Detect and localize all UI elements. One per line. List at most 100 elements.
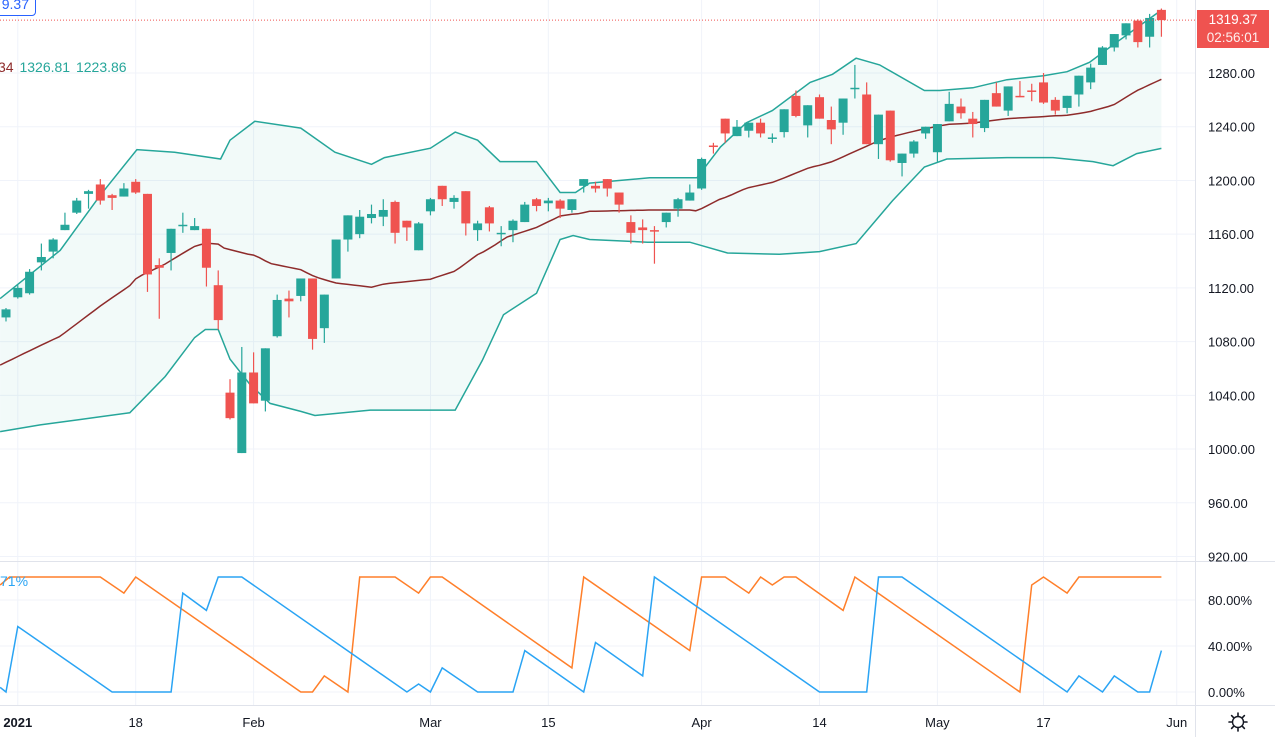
bar-countdown: 02:56:01 (1206, 30, 1260, 45)
candle-body (119, 188, 129, 197)
candle-body (815, 97, 825, 119)
candle-body (980, 99, 990, 129)
price-tick-label: 1080.00 (1208, 335, 1255, 350)
candle-body (225, 392, 235, 419)
candle (131, 179, 141, 194)
candle (520, 201, 530, 223)
candle (178, 212, 188, 233)
candle (237, 346, 247, 454)
candle-body (508, 220, 518, 231)
gear-icon[interactable] (1227, 711, 1249, 733)
price-tick-label: 1240.00 (1208, 120, 1255, 135)
candle (1003, 86, 1013, 116)
candle (166, 228, 176, 271)
candle (425, 197, 435, 216)
candle (36, 243, 46, 271)
price-tick-label: 1200.00 (1208, 173, 1255, 188)
candle (897, 153, 907, 177)
aroon-tick-label: 40.00% (1208, 639, 1253, 654)
candle-body (1145, 17, 1155, 37)
candle-body (272, 299, 282, 337)
candle (885, 110, 895, 162)
candle (1156, 8, 1166, 37)
price-tick-label: 1160.00 (1208, 227, 1254, 242)
candle (697, 157, 707, 190)
candle-body (473, 223, 483, 231)
candle-body (142, 193, 152, 275)
candle-body (744, 122, 754, 131)
bb-upper-value: 1326.81 (19, 59, 71, 75)
candle (260, 348, 270, 412)
candle (1097, 46, 1107, 65)
candle-body (414, 223, 424, 251)
candle-body (897, 153, 907, 163)
candle (685, 184, 695, 201)
candle-body (850, 87, 860, 90)
candle-body (284, 298, 294, 302)
candle-body (956, 106, 966, 114)
last-price-value: 1319.37 (1208, 12, 1258, 27)
candle-body (543, 200, 553, 204)
candle-body (697, 158, 707, 189)
candle (1050, 97, 1060, 115)
aroon-axis[interactable]: 80.00% 40.00% 0.00% (1208, 593, 1253, 700)
candle-body (154, 265, 164, 268)
candle-body (178, 224, 188, 227)
candle-body (555, 200, 565, 209)
candle (708, 142, 718, 154)
time-tick-label: 2021 (3, 715, 32, 730)
price-axis[interactable]: 1280.00 1240.00 1200.00 1160.00 1120.00 1080.… (1208, 66, 1255, 564)
candle (673, 197, 683, 217)
aroon-down-line (0, 575, 1163, 694)
candle-body (1121, 23, 1131, 36)
candle-body (767, 137, 777, 139)
candle (461, 191, 471, 236)
candle (249, 352, 259, 404)
candle (579, 179, 589, 193)
last-price-box: 9.37 (0, 0, 36, 16)
candle (308, 278, 318, 350)
aroon-up-line (0, 575, 1162, 694)
candle-body (638, 227, 648, 231)
candle-body (237, 372, 247, 454)
candle (980, 99, 990, 133)
candle-body (213, 285, 223, 321)
last-price-tag: 1319.37 02:56:01 (1197, 10, 1269, 48)
time-axis[interactable]: 2021 18 Feb Mar 15 Apr 14 May 17 Jun (3, 715, 1187, 730)
candle (932, 124, 942, 162)
candle (508, 219, 518, 243)
candle-body (649, 230, 659, 232)
candle-body (1015, 95, 1025, 98)
candle-body (425, 199, 435, 212)
candle-body (343, 215, 353, 240)
candle-body (826, 120, 836, 130)
candle (378, 199, 388, 227)
candle (496, 226, 506, 247)
candle (614, 192, 624, 213)
time-tick-label: 14 (812, 715, 826, 730)
candle-body (779, 109, 789, 133)
candle (649, 226, 659, 264)
bollinger-legend: 34 1326.81 1223.86 (0, 59, 127, 75)
candle-body (72, 200, 82, 213)
candle-body (331, 239, 341, 279)
candle-body (626, 222, 636, 233)
candle-body (579, 179, 589, 186)
candle (72, 197, 82, 215)
time-tick-label: Mar (419, 715, 442, 730)
bb-basis-value: 34 (0, 59, 14, 75)
time-tick-label: 18 (128, 715, 142, 730)
bollinger-lower-line (0, 147, 1162, 433)
candle (390, 200, 400, 244)
candle (803, 105, 813, 138)
candle (48, 238, 58, 259)
candle (838, 98, 848, 135)
candle (661, 212, 671, 228)
candle-body (862, 94, 872, 145)
candle-body (13, 287, 23, 298)
candle (921, 126, 931, 139)
candle-body (260, 348, 270, 401)
candle (591, 181, 600, 193)
candle-body (355, 216, 365, 235)
